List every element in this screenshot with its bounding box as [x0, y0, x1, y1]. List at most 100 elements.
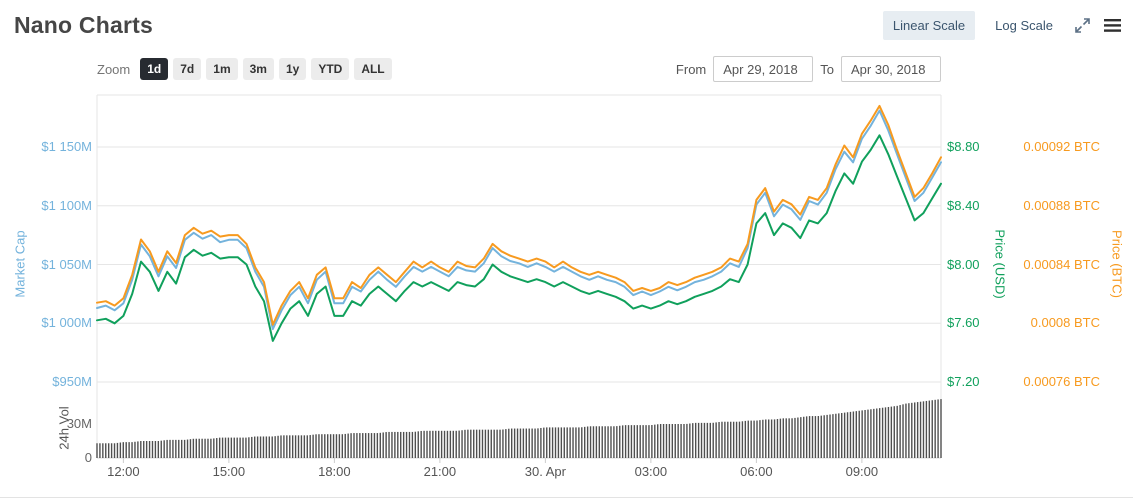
volume-bar: [817, 416, 820, 458]
volume-bar: [481, 429, 484, 458]
volume-bar: [470, 429, 472, 458]
volume-tick-label: 0: [84, 450, 92, 465]
volume-bar: [800, 417, 802, 458]
volume-bar: [382, 432, 384, 458]
volume-bar: [508, 428, 510, 458]
from-label: From: [675, 61, 707, 77]
volume-bar: [654, 424, 656, 458]
volume-bar: [186, 439, 189, 458]
volume-bar: [248, 437, 250, 458]
zoom-button-ytd[interactable]: YTD: [311, 58, 350, 80]
volume-bar: [689, 423, 691, 458]
volume-bar: [522, 428, 525, 458]
zoom-button-1y[interactable]: 1y: [278, 58, 307, 80]
price-btc-line: [96, 104, 942, 326]
volume-bar: [452, 430, 454, 458]
volume-bar: [216, 438, 218, 458]
volume-bar: [329, 434, 332, 458]
volume-bar: [315, 434, 317, 458]
volume-bar: [575, 427, 577, 458]
volume-bar: [107, 443, 110, 458]
zoom-button-all[interactable]: ALL: [354, 58, 392, 80]
volume-bar: [803, 416, 805, 458]
log-scale-button[interactable]: Log Scale: [985, 11, 1063, 40]
zoom-button-3m[interactable]: 3m: [242, 58, 274, 80]
from-date-input[interactable]: [713, 56, 814, 82]
to-date-input[interactable]: [841, 56, 941, 82]
zoom-button-7d[interactable]: 7d: [173, 58, 202, 80]
volume-bar: [213, 438, 215, 458]
volume-bar: [735, 421, 738, 458]
volume-bar: [642, 425, 644, 458]
volume-bar: [233, 437, 235, 458]
volume-bar: [385, 432, 387, 458]
volume-bar: [105, 443, 107, 458]
volume-bar: [400, 431, 402, 458]
fullscreen-icon[interactable]: [1073, 16, 1092, 35]
linear-scale-button[interactable]: Linear Scale: [882, 10, 976, 40]
volume-bar: [820, 415, 822, 458]
volume-bar: [829, 414, 831, 458]
volume-bar: [318, 434, 320, 458]
volume-bar: [242, 437, 244, 458]
volume-bar: [370, 433, 373, 458]
volume-bar: [785, 418, 787, 458]
volume-bar: [537, 428, 539, 458]
volume-bar: [134, 441, 136, 458]
volume-bar: [814, 416, 817, 458]
menu-icon[interactable]: [1102, 17, 1123, 34]
volume-bar: [899, 405, 901, 458]
volume-bar: [715, 422, 717, 458]
price-usd-tick-label: $7.20: [947, 374, 980, 389]
x-tick-label: 18:00: [318, 464, 351, 479]
volume-bar: [519, 428, 522, 458]
zoom-button-1m[interactable]: 1m: [206, 58, 238, 80]
volume-bar: [99, 443, 101, 458]
volume-bar: [578, 427, 580, 458]
volume-bar: [674, 424, 676, 458]
volume-bar: [692, 423, 694, 458]
price-btc-tick-label: 0.00076 BTC: [1023, 374, 1100, 389]
volume-bar: [896, 405, 898, 458]
zoom-buttons: 1d 7d 1m 3m 1y YTD ALL: [140, 58, 396, 80]
volume-bar: [397, 431, 399, 458]
volume-bar: [309, 435, 311, 458]
market-cap-tick-label: $1 000M: [41, 315, 92, 331]
volume-bar: [116, 442, 119, 458]
volume-bar: [289, 435, 291, 458]
volume-bar: [581, 427, 583, 458]
volume-bar: [143, 441, 145, 458]
volume-bar: [300, 435, 303, 458]
volume-bar: [189, 439, 192, 458]
volume-bar: [230, 437, 233, 458]
x-tick-label: 21:00: [423, 464, 457, 479]
volume-bar: [426, 430, 428, 458]
volume-bar: [624, 425, 627, 458]
volume-bar: [458, 430, 460, 458]
volume-bar: [914, 402, 916, 458]
x-tick-label: 09:00: [845, 464, 879, 479]
volume-bar: [151, 441, 154, 458]
volume-bar: [513, 428, 516, 458]
volume-bar: [940, 399, 942, 458]
volume-bar: [700, 422, 703, 458]
volume-bar: [157, 441, 160, 458]
volume-bar: [639, 425, 641, 458]
volume-bar: [449, 430, 452, 458]
volume-bar: [525, 428, 527, 458]
volume-bar: [502, 429, 504, 458]
volume-bar: [511, 428, 513, 458]
volume-bar: [557, 427, 560, 458]
volume-bar: [551, 427, 554, 458]
volume-bar: [102, 443, 104, 458]
volume-bar: [505, 429, 507, 458]
volume-bar: [732, 421, 735, 458]
volume-bar: [327, 434, 329, 458]
volume-bar: [455, 430, 457, 458]
volume-bar: [207, 438, 209, 458]
volume-bar: [680, 424, 682, 458]
zoom-button-1d[interactable]: 1d: [140, 58, 169, 80]
volume-bar: [765, 419, 767, 458]
